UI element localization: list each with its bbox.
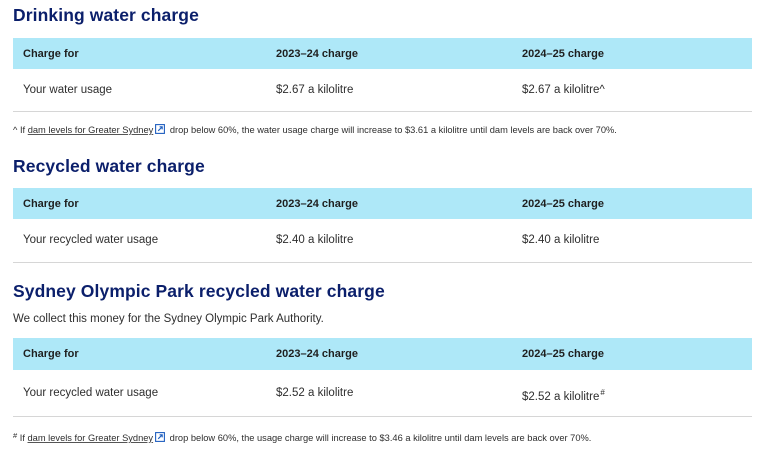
- cell-2024-25-value: $2.67 a kilolitre: [522, 83, 600, 96]
- header-charge-for: Charge for: [23, 197, 79, 210]
- olympic-park-table: Charge for 2023–24 charge 2024–25 charge…: [13, 338, 752, 417]
- header-2024-25: 2024–25 charge: [522, 47, 604, 60]
- header-charge-for: Charge for: [23, 47, 79, 60]
- table-header-row: Charge for 2023–24 charge 2024–25 charge: [13, 338, 752, 370]
- footnote-prefix: If: [17, 433, 28, 443]
- footnote-marker-caret: ^: [599, 83, 605, 96]
- cell-charge-for: Your water usage: [23, 83, 113, 96]
- footnote-suffix: drop below 60%, the water usage charge w…: [167, 125, 617, 135]
- footnote-marker: ^: [13, 125, 18, 135]
- footnote-marker: #: [13, 431, 18, 440]
- header-2023-24: 2023–24 charge: [276, 197, 358, 210]
- table-row: Your recycled water usage $2.52 a kiloli…: [13, 370, 752, 416]
- table-header-row: Charge for 2023–24 charge 2024–25 charge: [13, 188, 752, 219]
- footnote-marker-hash: #: [600, 388, 605, 398]
- cell-2024-25: $2.67 a kilolitre^: [512, 69, 752, 111]
- section-title-olympic-park: Sydney Olympic Park recycled water charg…: [13, 281, 385, 301]
- section-subtitle-olympic-park: We collect this money for the Sydney Oly…: [13, 313, 324, 325]
- footnote-olympic-park: # If dam levels for Greater Sydney drop …: [13, 431, 591, 443]
- dam-levels-link[interactable]: dam levels for Greater Sydney: [27, 125, 154, 135]
- section-title-recycled-water: Recycled water charge: [13, 156, 205, 176]
- dam-levels-link[interactable]: dam levels for Greater Sydney: [27, 433, 154, 443]
- cell-2024-25: $2.40 a kilolitre: [522, 234, 600, 247]
- footnote-drinking-water: ^ If dam levels for Greater Sydney drop …: [13, 124, 617, 135]
- cell-charge-for: Your recycled water usage: [23, 234, 159, 247]
- cell-charge-for: Your recycled water usage: [23, 386, 159, 399]
- external-link-icon[interactable]: [155, 432, 166, 442]
- footnote-prefix: If: [17, 125, 28, 135]
- external-link-icon[interactable]: [155, 124, 166, 134]
- cell-2024-25: $2.52 a kilolitre#: [512, 370, 752, 416]
- cell-2023-24: $2.40 a kilolitre: [276, 234, 354, 247]
- header-2023-24: 2023–24 charge: [276, 348, 358, 360]
- cell-2023-24: $2.52 a kilolitre: [276, 386, 354, 399]
- cell-2024-25-value: $2.52 a kilolitre: [522, 391, 600, 404]
- drinking-water-table: Charge for 2023–24 charge 2024–25 charge…: [13, 38, 752, 112]
- table-row: Your water usage $2.67 a kilolitre $2.67…: [13, 69, 752, 111]
- footnote-suffix: drop below 60%, the usage charge will in…: [167, 433, 592, 443]
- table-header-row: Charge for 2023–24 charge 2024–25 charge: [13, 38, 752, 69]
- header-2023-24: 2023–24 charge: [276, 47, 358, 60]
- cell-2023-24: $2.67 a kilolitre: [276, 83, 354, 96]
- table-row: Your recycled water usage $2.40 a kiloli…: [13, 219, 752, 262]
- header-charge-for: Charge for: [23, 348, 79, 360]
- recycled-water-table: Charge for 2023–24 charge 2024–25 charge…: [13, 188, 752, 263]
- header-2024-25: 2024–25 charge: [522, 348, 604, 360]
- section-title-drinking-water: Drinking water charge: [13, 5, 199, 25]
- header-2024-25: 2024–25 charge: [522, 197, 604, 210]
